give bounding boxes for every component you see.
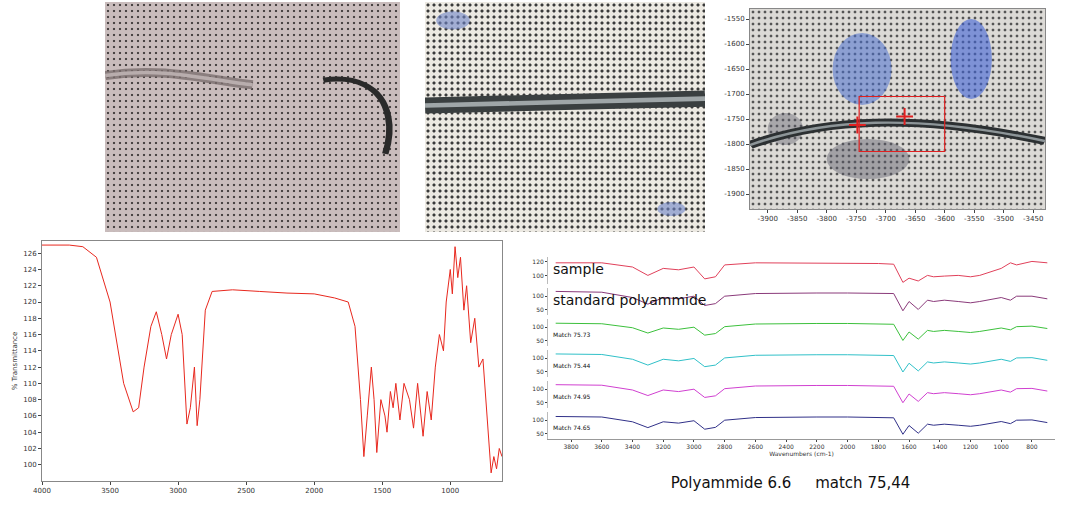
svg-text:120: 120 [23,298,36,306]
svg-text:-3750: -3750 [846,215,866,223]
svg-text:100: 100 [23,461,36,469]
svg-text:124: 124 [23,266,37,274]
svg-text:2400: 2400 [778,443,793,450]
svg-text:50: 50 [536,337,544,344]
svg-text:-1750: -1750 [724,115,744,123]
svg-text:-3600: -3600 [935,215,955,223]
svg-text:3500: 3500 [101,487,119,495]
svg-text:sample: sample [553,261,604,277]
svg-text:3400: 3400 [625,443,640,450]
svg-text:-1650: -1650 [724,65,744,73]
svg-text:2800: 2800 [717,443,732,450]
svg-text:50: 50 [536,368,544,375]
svg-text:110: 110 [23,380,36,388]
svg-text:-3450: -3450 [1023,215,1043,223]
svg-text:3200: 3200 [656,443,671,450]
svg-text:102: 102 [23,445,36,453]
svg-text:2500: 2500 [237,487,255,495]
svg-text:120: 120 [532,258,544,265]
svg-text:2600: 2600 [748,443,763,450]
svg-text:1000: 1000 [441,487,459,495]
svg-text:-1550: -1550 [724,15,744,23]
svg-text:126: 126 [23,250,37,258]
svg-text:100: 100 [532,271,544,278]
svg-text:100: 100 [532,385,544,392]
svg-text:3600: 3600 [594,443,609,450]
svg-text:112: 112 [23,364,36,372]
svg-text:116: 116 [23,331,37,339]
svg-text:1500: 1500 [373,487,391,495]
svg-text:Match 74.65: Match 74.65 [553,424,591,431]
svg-text:1600: 1600 [901,443,916,450]
svg-text:50: 50 [536,399,544,406]
svg-text:-1700: -1700 [724,90,744,98]
svg-text:50: 50 [536,306,544,313]
svg-text:2000: 2000 [305,487,323,495]
svg-text:3000: 3000 [169,487,187,495]
svg-text:2200: 2200 [809,443,824,450]
svg-text:-3700: -3700 [876,215,896,223]
svg-text:1400: 1400 [932,443,947,450]
svg-text:-3900: -3900 [758,215,778,223]
svg-text:100: 100 [532,292,544,299]
svg-text:-3850: -3850 [787,215,807,223]
svg-text:108: 108 [23,396,36,404]
svg-text:Match 75.73: Match 75.73 [553,331,591,338]
svg-text:3000: 3000 [686,443,701,450]
svg-text:1000: 1000 [994,443,1009,450]
svg-text:Wavenumbers (cm-1): Wavenumbers (cm-1) [769,450,834,457]
svg-text:Match 74.95: Match 74.95 [553,393,591,400]
svg-text:4000: 4000 [33,487,51,495]
svg-text:standard polyammide: standard polyammide [553,292,706,308]
svg-text:% Transmittance: % Transmittance [11,332,19,391]
svg-text:800: 800 [1026,443,1038,450]
svg-text:1200: 1200 [963,443,978,450]
svg-text:-3550: -3550 [964,215,984,223]
svg-text:106: 106 [23,412,37,420]
svg-text:Match 75.44: Match 75.44 [553,362,591,369]
svg-text:118: 118 [23,315,36,323]
svg-text:3800: 3800 [563,443,578,450]
svg-text:1800: 1800 [871,443,886,450]
svg-text:104: 104 [23,429,37,437]
svg-text:-3800: -3800 [817,215,837,223]
html-text:Polyammide 6.6 match 75,44: Polyammide 6.6 match 75,44 [670,474,911,492]
svg-text:100: 100 [532,323,544,330]
svg-text:122: 122 [23,282,36,290]
svg-text:2000: 2000 [840,443,855,450]
svg-text:100: 100 [532,416,544,423]
svg-text:100: 100 [532,354,544,361]
svg-text:-1900: -1900 [724,190,744,198]
svg-text:114: 114 [23,347,37,355]
svg-text:50: 50 [536,430,544,437]
svg-text:-1600: -1600 [724,40,744,48]
svg-text:-3500: -3500 [994,215,1014,223]
svg-text:-1850: -1850 [724,165,744,173]
svg-text:-3650: -3650 [905,215,925,223]
svg-text:-1800: -1800 [724,140,744,148]
